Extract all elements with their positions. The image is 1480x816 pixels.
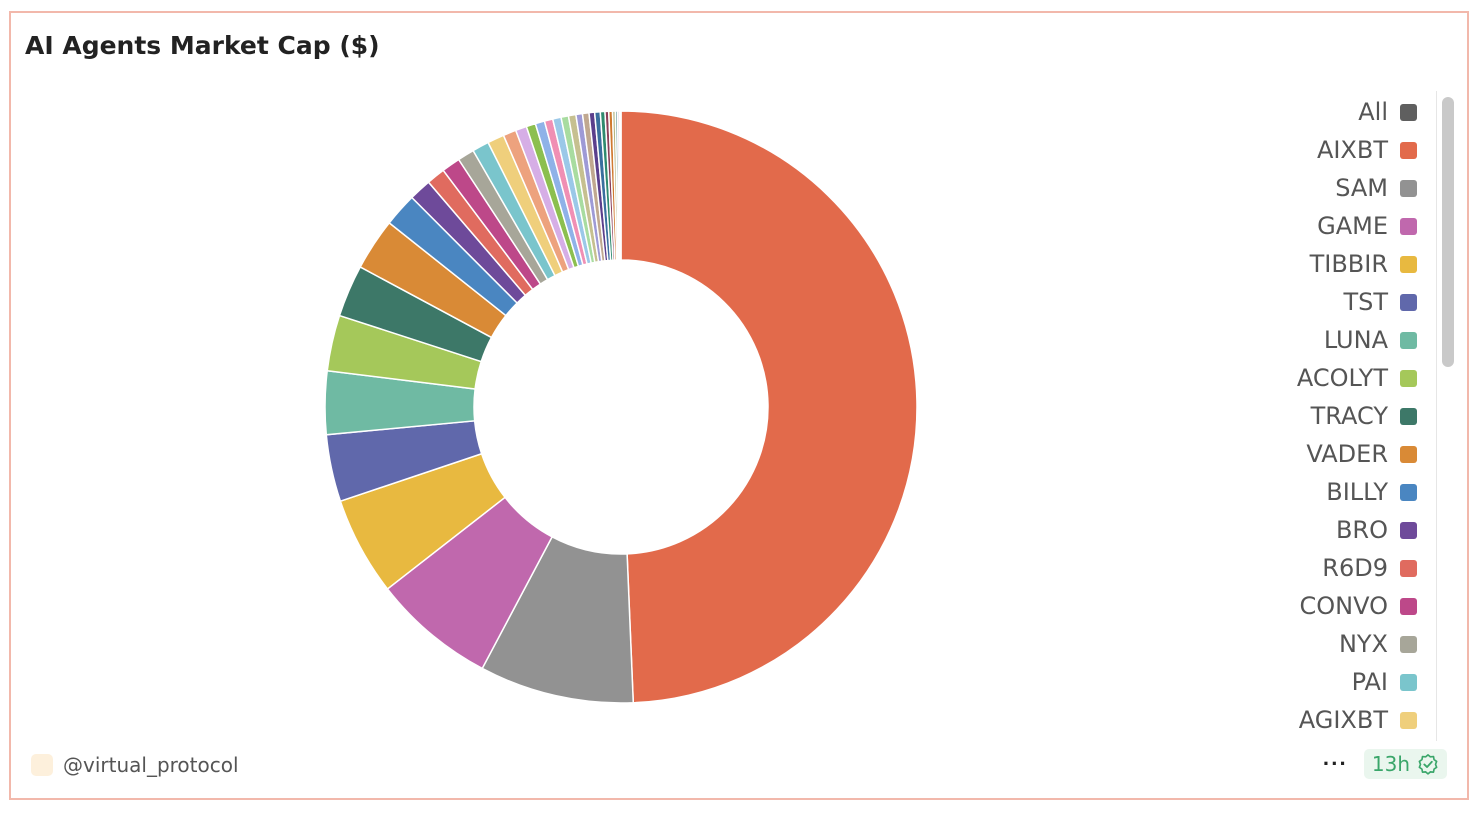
legend-swatch — [1400, 293, 1417, 311]
chart-title: AI Agents Market Cap ($) — [25, 31, 380, 60]
legend-swatch — [1400, 597, 1417, 615]
legend-item-pai[interactable]: PAI — [1157, 663, 1417, 701]
legend-item-all[interactable]: All — [1157, 93, 1417, 131]
legend-swatch — [1400, 711, 1417, 729]
legend-scrollbar[interactable] — [1436, 91, 1455, 741]
legend-item-game[interactable]: GAME — [1157, 207, 1417, 245]
footer-actions: ··· 13h — [1323, 749, 1447, 779]
legend-label: NYX — [1338, 630, 1388, 658]
legend-label: LUNA — [1323, 326, 1388, 354]
chart-legend[interactable]: All AIXBT SAM GAME TIBBIR TST LUNA ACOLYT TRACY V… — [1157, 93, 1417, 743]
age-label: 13h — [1371, 752, 1410, 776]
author-name[interactable]: @virtual_protocol — [63, 753, 239, 777]
more-options-icon[interactable]: ··· — [1322, 751, 1348, 776]
legend-label: AGIXBT — [1298, 706, 1388, 734]
legend-swatch — [1400, 635, 1417, 653]
legend-label: TST — [1343, 288, 1388, 316]
legend-label: CONVO — [1299, 592, 1389, 620]
legend-swatch — [1400, 483, 1417, 501]
donut-chart — [324, 110, 918, 704]
legend-swatch — [1400, 521, 1417, 539]
legend-label: AIXBT — [1316, 136, 1388, 164]
author-attribution[interactable]: @virtual_protocol — [31, 753, 239, 777]
legend-label: TIBBIR — [1309, 250, 1388, 278]
legend-label: PAI — [1351, 668, 1388, 696]
legend-item-bro[interactable]: BRO — [1157, 511, 1417, 549]
legend-swatch — [1400, 407, 1417, 425]
refresh-status-badge[interactable]: 13h — [1363, 749, 1447, 779]
legend-item-tracy[interactable]: TRACY — [1157, 397, 1417, 435]
legend-swatch — [1400, 559, 1417, 577]
legend-scroll-thumb[interactable] — [1442, 97, 1454, 367]
legend-label: GAME — [1317, 212, 1388, 240]
legend-item-aixbt[interactable]: AIXBT — [1157, 131, 1417, 169]
verified-check-icon — [1418, 754, 1438, 775]
legend-swatch — [1400, 445, 1417, 463]
legend-swatch — [1400, 103, 1417, 121]
legend-swatch — [1400, 179, 1417, 197]
legend-label: TRACY — [1310, 402, 1388, 430]
legend-label: VADER — [1306, 440, 1388, 468]
legend-item-nyx[interactable]: NYX — [1157, 625, 1417, 663]
legend-item-r6d9[interactable]: R6D9 — [1157, 549, 1417, 587]
legend-item-vader[interactable]: VADER — [1157, 435, 1417, 473]
legend-item-sam[interactable]: SAM — [1157, 169, 1417, 207]
chart-card: AI Agents Market Cap ($) All AIXBT SAM GAME… — [9, 11, 1469, 800]
legend-item-convo[interactable]: CONVO — [1157, 587, 1417, 625]
legend-item-billy[interactable]: BILLY — [1157, 473, 1417, 511]
legend-label: R6D9 — [1322, 554, 1388, 582]
avatar — [31, 754, 53, 776]
legend-label: BILLY — [1326, 478, 1388, 506]
legend-item-acolyt[interactable]: ACOLYT — [1157, 359, 1417, 397]
legend-swatch — [1400, 673, 1417, 691]
legend-label: SAM — [1335, 174, 1388, 202]
legend-label: BRO — [1335, 516, 1388, 544]
legend-label: All — [1358, 98, 1388, 126]
legend-swatch — [1400, 255, 1417, 273]
legend-item-agixbt[interactable]: AGIXBT — [1157, 701, 1417, 739]
legend-item-luna[interactable]: LUNA — [1157, 321, 1417, 359]
legend-swatch — [1400, 369, 1417, 387]
legend-swatch — [1400, 217, 1417, 235]
donut-slice-aixbt[interactable] — [620, 110, 918, 704]
legend-label: ACOLYT — [1296, 364, 1388, 392]
legend-item-tst[interactable]: TST — [1157, 283, 1417, 321]
donut-slice-34[interactable] — [618, 110, 622, 261]
legend-item-tibbir[interactable]: TIBBIR — [1157, 245, 1417, 283]
legend-swatch — [1400, 141, 1417, 159]
legend-swatch — [1400, 331, 1417, 349]
